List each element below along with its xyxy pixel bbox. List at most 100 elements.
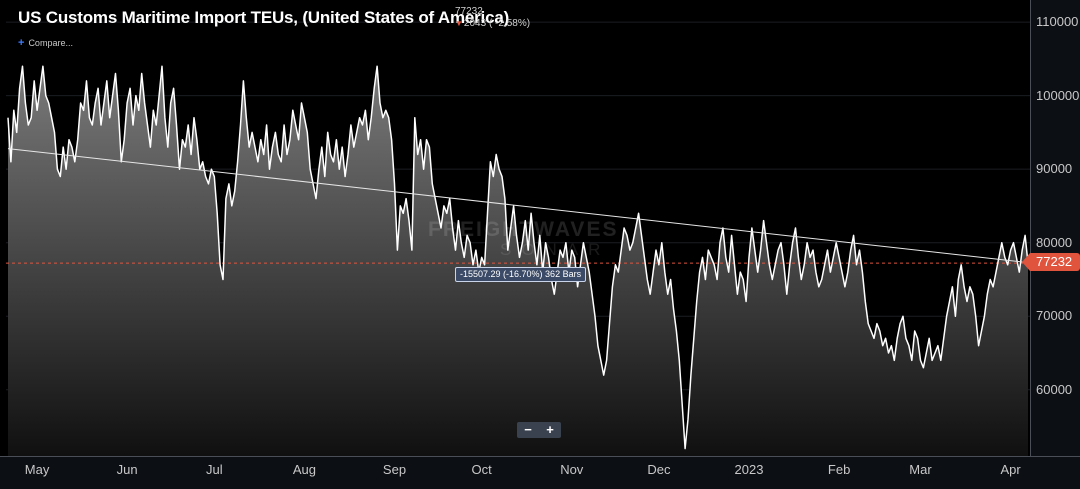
data-point (928, 337, 930, 339)
data-point (394, 183, 396, 185)
zoom-in-button[interactable]: + (546, 422, 554, 437)
data-point (885, 337, 887, 339)
series-area-fill (8, 66, 1028, 456)
data-point (330, 154, 332, 156)
data-point (530, 212, 532, 214)
data-point (702, 256, 704, 258)
data-point (722, 227, 724, 229)
data-point (321, 146, 323, 148)
data-point (109, 117, 111, 119)
data-point (824, 264, 826, 266)
data-point (986, 293, 988, 295)
data-point (995, 271, 997, 273)
data-point (94, 102, 96, 104)
data-point (690, 374, 692, 376)
data-point (800, 279, 802, 281)
data-point (74, 161, 76, 163)
data-point (1010, 249, 1012, 251)
x-tick-label: 2023 (734, 462, 764, 477)
data-point (553, 293, 555, 295)
data-point (588, 271, 590, 273)
x-tick-label: Jul (206, 462, 223, 477)
x-tick-label: Aug (292, 462, 316, 477)
data-point (920, 359, 922, 361)
data-point (45, 95, 47, 97)
data-point (487, 212, 489, 214)
data-point (998, 256, 1000, 258)
trend-line[interactable] (7, 148, 1029, 264)
data-point (495, 154, 497, 156)
data-point (56, 168, 58, 170)
price-axis[interactable] (1030, 0, 1080, 456)
zoom-out-button[interactable]: − (524, 422, 532, 437)
chart-title: US Customs Maritime Import TEUs, (United… (18, 8, 510, 27)
data-point (983, 315, 985, 317)
data-point (417, 154, 419, 156)
data-point (638, 212, 640, 214)
data-point (795, 227, 797, 229)
data-point (667, 293, 669, 295)
y-tick-label: 100000 (1036, 87, 1080, 103)
data-point (335, 139, 337, 141)
data-point (472, 264, 474, 266)
data-point (591, 293, 593, 295)
x-tick-label: Nov (560, 462, 584, 477)
data-point (155, 124, 157, 126)
data-point (821, 279, 823, 281)
data-point (896, 337, 898, 339)
data-point (370, 117, 372, 119)
data-point (815, 271, 817, 273)
data-point (614, 264, 616, 266)
data-point (763, 220, 765, 222)
data-point (629, 249, 631, 251)
data-point (97, 87, 99, 89)
plot-area[interactable] (6, 0, 1030, 456)
data-point (286, 154, 288, 156)
data-point (611, 286, 613, 288)
zoom-controls: − + (517, 422, 561, 438)
data-point (641, 234, 643, 236)
data-point (789, 264, 791, 266)
data-point (710, 256, 712, 258)
y-tick-label: 90000 (1036, 161, 1073, 177)
data-point (443, 205, 445, 207)
data-point (449, 198, 451, 200)
data-point (184, 146, 186, 148)
data-point (893, 359, 895, 361)
y-tick-label: 110000 (1036, 14, 1079, 30)
y-tick-label: 60000 (1036, 381, 1073, 397)
data-point (731, 234, 733, 236)
data-point (707, 249, 709, 251)
data-point (298, 139, 300, 141)
data-point (141, 73, 143, 75)
series-line[interactable] (7, 65, 1029, 450)
data-point (856, 264, 858, 266)
data-point (158, 95, 160, 97)
data-point (373, 87, 375, 89)
data-point (760, 249, 762, 251)
data-point (254, 146, 256, 148)
data-point (504, 198, 506, 200)
data-point (263, 154, 265, 156)
data-point (196, 139, 198, 141)
data-point (408, 220, 410, 222)
x-tick-label: Dec (647, 462, 671, 477)
data-point (388, 117, 390, 119)
data-point (152, 109, 154, 111)
data-point (431, 183, 433, 185)
data-point (36, 109, 38, 111)
data-point (327, 131, 329, 133)
data-point (54, 131, 56, 133)
data-point (1007, 264, 1009, 266)
data-point (19, 87, 21, 89)
data-point (864, 301, 866, 303)
data-point (577, 286, 579, 288)
data-point (972, 293, 974, 295)
data-point (396, 249, 398, 251)
compare-button[interactable]: + Compare... (18, 37, 73, 49)
data-point (193, 117, 195, 119)
time-axis[interactable] (0, 456, 1080, 489)
data-point (274, 131, 276, 133)
data-point (498, 168, 500, 170)
data-point (536, 264, 538, 266)
